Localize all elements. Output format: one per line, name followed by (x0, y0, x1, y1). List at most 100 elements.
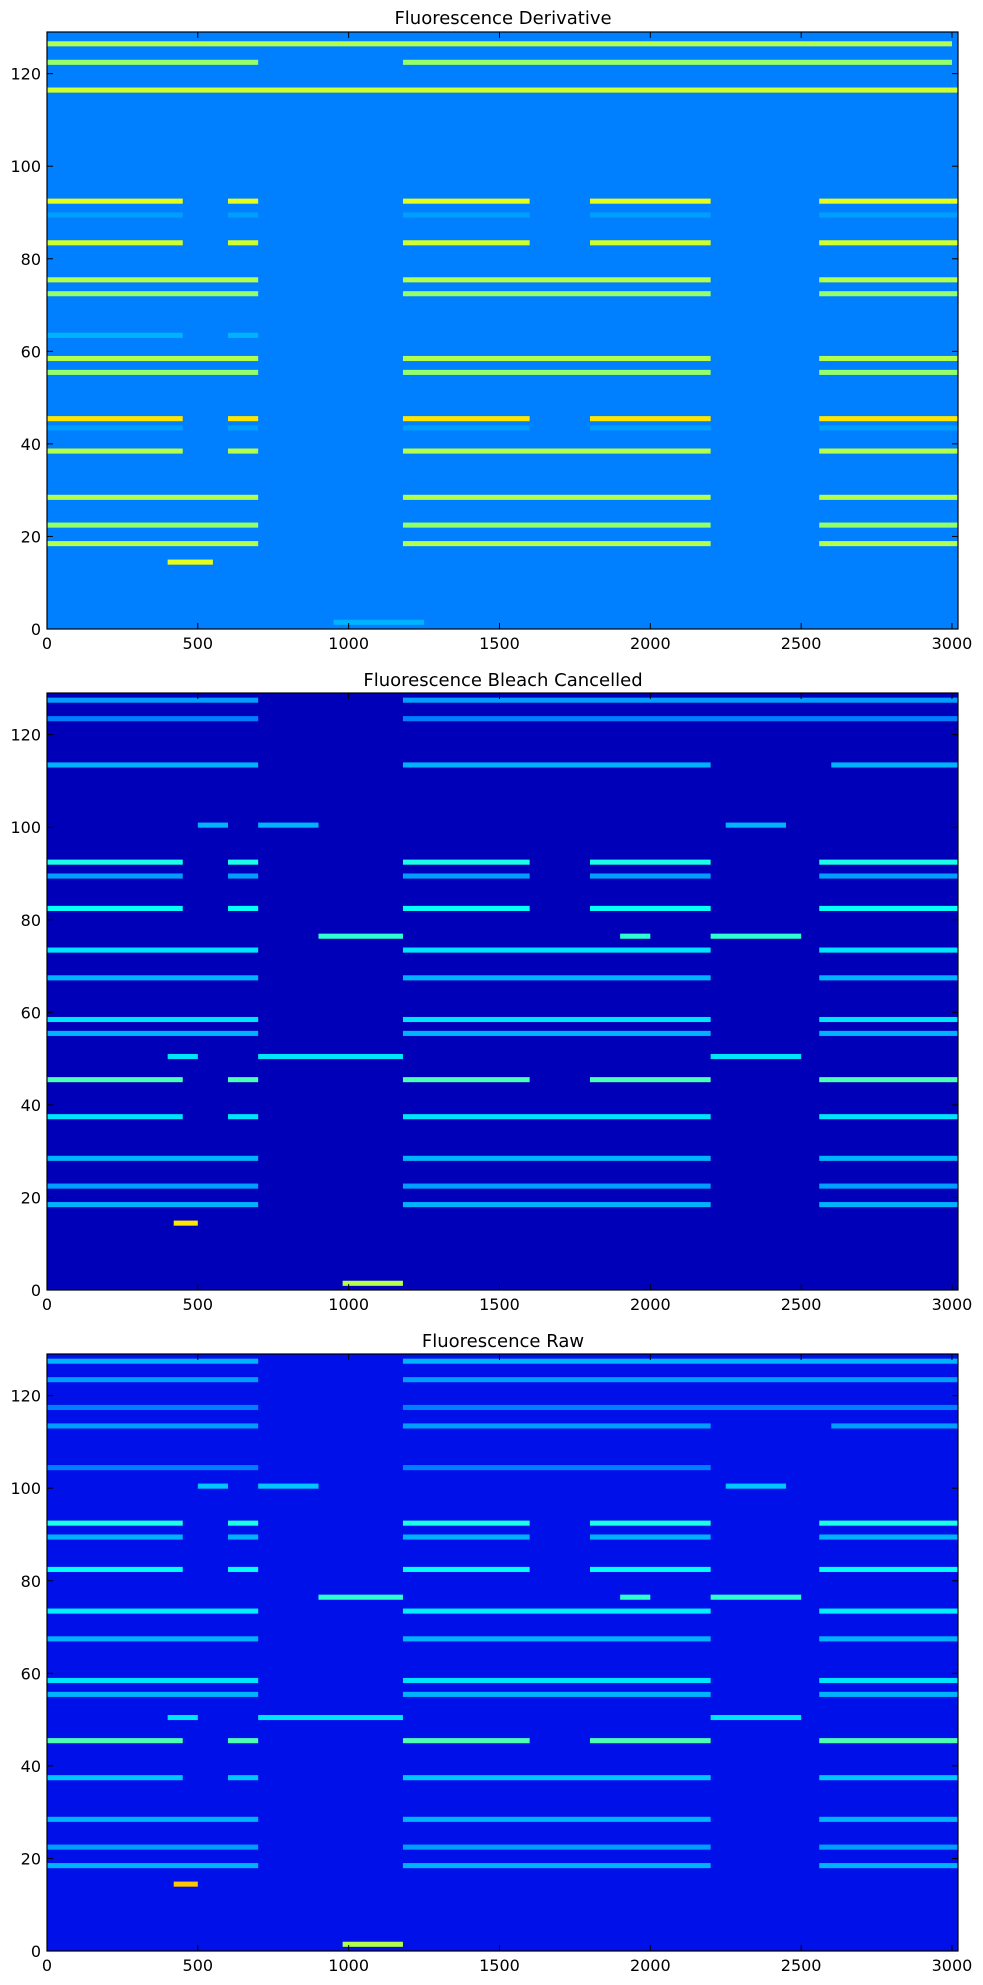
heatmap-cell (167, 1053, 198, 1060)
heatmap-cell (47, 541, 259, 547)
heatmap-cell (227, 448, 259, 454)
y-tick-label: 20 (21, 1849, 41, 1868)
heatmap-cell (589, 905, 711, 911)
heatmap-cell (227, 1566, 259, 1572)
heatmap-cell (47, 87, 958, 93)
heatmap-cell (710, 933, 802, 939)
heatmap-cell (819, 277, 958, 283)
heatmap-cell (819, 1691, 958, 1697)
heatmap-cell (589, 1738, 711, 1744)
heatmap-cell (402, 277, 711, 283)
heatmap-background (47, 32, 958, 629)
heatmap-cell (227, 1077, 259, 1083)
x-tick-label: 1500 (479, 1295, 520, 1314)
heatmap-cell (725, 1483, 787, 1489)
heatmap-cell (819, 1816, 958, 1822)
heatmap-cell (402, 1816, 711, 1822)
y-tick-label: 100 (10, 818, 41, 837)
heatmap-cell (227, 1738, 259, 1744)
heatmap-cell (819, 873, 958, 879)
heatmap-cell (819, 355, 958, 362)
heatmap-cell (819, 198, 958, 204)
heatmap-cell (47, 762, 259, 768)
heatmap-plot-area: 0 500 1000 1500 2000 2500 3000 0 20 40 60 80 100 120 (10, 1353, 972, 1975)
heatmap-cell (227, 1775, 259, 1781)
heatmap-cell (47, 1566, 183, 1572)
heatmap-cell (173, 1220, 198, 1226)
heatmap-cell (402, 1114, 711, 1120)
heatmap-cell (831, 762, 958, 768)
heatmap-cell (402, 1566, 530, 1572)
heatmap-cell (47, 1114, 183, 1120)
heatmap-cell (402, 240, 530, 246)
heatmap-cell (819, 1775, 958, 1781)
heatmap-cell (47, 947, 259, 953)
heatmap-cell (47, 59, 259, 65)
heatmap-cell (227, 1534, 259, 1540)
heatmap-cell (402, 1077, 530, 1083)
heatmap-cell (47, 697, 259, 703)
heatmap-cell (47, 1030, 259, 1036)
heatmap-cell (47, 1377, 259, 1383)
heatmap-cell (819, 947, 958, 953)
heatmap-cell (47, 716, 259, 722)
heatmap-cell (402, 1863, 711, 1869)
heatmap-cell (402, 1608, 711, 1614)
heatmap-cell (167, 1714, 198, 1721)
x-tick-label: 3000 (932, 1295, 973, 1314)
heatmap-cell (227, 198, 259, 204)
heatmap-cell (819, 1608, 958, 1614)
heatmap-cell (227, 212, 259, 218)
y-tick-label: 60 (21, 1664, 41, 1683)
heatmap-cell (47, 1677, 259, 1684)
heatmap-cell (47, 291, 259, 297)
heatmap-cell (47, 369, 259, 375)
plot-frame (46, 31, 959, 630)
heatmap-cell (402, 1520, 530, 1526)
y-tick-label: 20 (21, 1188, 41, 1207)
y-tick-label: 0 (31, 620, 41, 639)
heatmap-cell (227, 873, 259, 879)
x-tick-label: 1500 (479, 1956, 520, 1975)
heatmap-cell (318, 933, 403, 939)
heatmap-cell (819, 240, 958, 246)
x-tick-label: 0 (42, 1295, 52, 1314)
chart-title: Fluorescence Derivative (394, 8, 611, 29)
y-tick-label: 40 (21, 1757, 41, 1776)
heatmap-cell (819, 1183, 958, 1189)
heatmap-cell (819, 1844, 958, 1850)
x-tick-label: 2000 (630, 1295, 671, 1314)
heatmap-cell (402, 975, 711, 981)
heatmap-cell (402, 494, 711, 500)
heatmap-cell (318, 1594, 403, 1600)
heatmap-cell (47, 1844, 259, 1850)
heatmap-cell (819, 369, 958, 375)
heatmap-cell (402, 1691, 711, 1697)
heatmap-cell (819, 425, 958, 431)
heatmap-cell (47, 416, 183, 422)
heatmap-cell (589, 1534, 711, 1540)
heatmap-cell (819, 975, 958, 981)
heatmap-cell (725, 822, 787, 828)
heatmap-cell (402, 947, 711, 953)
heatmap-cell (402, 905, 530, 911)
heatmap-cell (47, 198, 183, 204)
heatmap-cell (47, 332, 183, 338)
heatmap-cell (819, 1534, 958, 1540)
x-tick-label: 1000 (328, 1295, 369, 1314)
heatmap-cell (47, 1534, 183, 1540)
heatmap-cell (589, 240, 711, 246)
heatmap-cell (831, 1423, 958, 1429)
heatmap-cell (47, 522, 259, 528)
heatmap-cell (227, 425, 259, 431)
x-tick-label: 1000 (328, 1956, 369, 1975)
heatmap-cell (47, 1636, 259, 1642)
heatmap-cell (227, 416, 259, 422)
heatmap-plot-area: 0 500 1000 1500 2000 2500 3000 0 20 40 60 80 100 120 (10, 692, 973, 1314)
heatmap-cell (589, 416, 711, 422)
heatmap-cell (402, 1016, 711, 1023)
heatmap-cell (47, 1423, 259, 1429)
heatmap-cell (402, 716, 959, 722)
heatmap-cell (47, 494, 259, 500)
heatmap-cell (589, 198, 711, 204)
